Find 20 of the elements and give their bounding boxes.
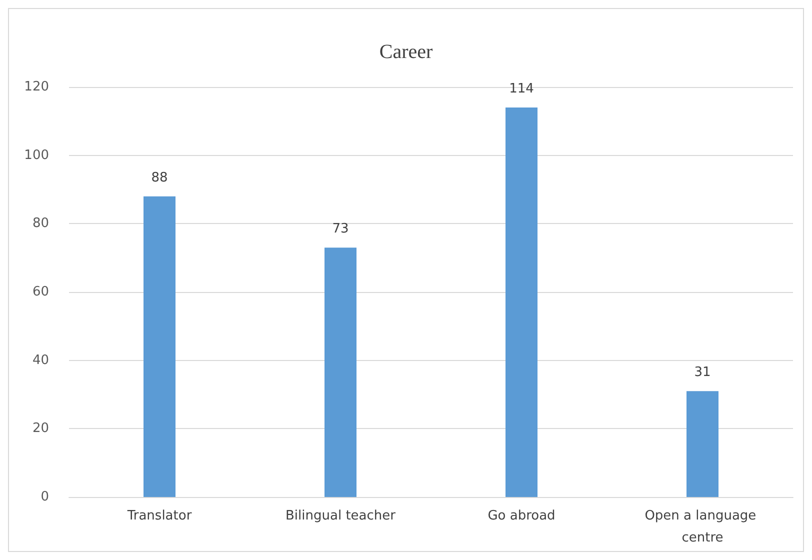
y-tick-label: 0 — [40, 490, 49, 504]
data-label: 31 — [694, 365, 711, 380]
y-tick-label: 100 — [24, 148, 49, 163]
x-tick-label: Bilingual teacher — [286, 508, 396, 524]
data-label: 114 — [509, 82, 534, 96]
data-label: 73 — [332, 222, 349, 237]
y-tick-label: 40 — [32, 352, 49, 368]
bar — [144, 196, 176, 497]
bar — [686, 391, 718, 497]
y-tick-label: 60 — [32, 284, 49, 300]
chart-title: Career — [379, 41, 433, 63]
y-tick-label: 20 — [32, 421, 49, 436]
x-tick-label: Go abroad — [488, 508, 556, 524]
x-tick-label: Translator — [126, 508, 192, 524]
bar — [506, 108, 538, 497]
y-tick-label: 80 — [32, 216, 49, 232]
y-tick-label: 120 — [24, 80, 49, 94]
data-label: 88 — [151, 170, 168, 186]
bar — [324, 248, 356, 497]
x-tick-label: Open a language centre — [644, 508, 760, 546]
